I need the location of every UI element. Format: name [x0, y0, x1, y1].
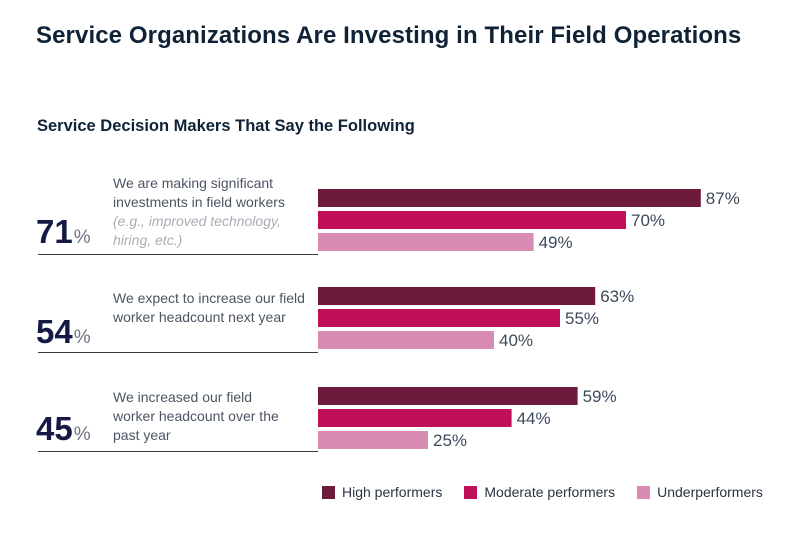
statement-text: We are making significant investments in… [113, 175, 285, 210]
statement-2: We expect to increase our field worker h… [113, 289, 308, 327]
legend-item-high: High performers [322, 484, 442, 500]
row-divider [38, 352, 318, 353]
bar-value-label: 55% [565, 309, 599, 328]
chart-title: Service Organizations Are Investing in T… [36, 22, 742, 49]
bar-high-1 [318, 189, 701, 207]
chart-legend: High performers Moderate performers Unde… [322, 484, 785, 500]
bar-value-label: 25% [433, 431, 467, 450]
overall-value: 45 [36, 410, 73, 447]
bar-moderate-3 [318, 409, 512, 427]
bar-under-2 [318, 331, 494, 349]
bar-value-label: 87% [706, 189, 740, 208]
statement-text: We increased our field worker headcount … [113, 389, 279, 443]
legend-label: Underperformers [657, 484, 763, 500]
overall-percent-2: 54% [36, 315, 91, 348]
percent-sign: % [73, 327, 91, 348]
statement-3: We increased our field worker headcount … [113, 388, 288, 445]
legend-label: Moderate performers [484, 484, 616, 500]
overall-percent-3: 45% [36, 412, 91, 445]
legend-swatch-moderate [464, 485, 478, 499]
bar-value-label: 59% [583, 387, 617, 406]
percent-sign: % [73, 424, 91, 445]
overall-percent-1: 71% [36, 215, 91, 248]
bar-value-label: 49% [539, 233, 573, 252]
row-divider [38, 254, 318, 255]
legend-label: High performers [342, 484, 443, 500]
chart-subtitle: Service Decision Makers That Say the Fol… [37, 117, 415, 135]
bar-value-label: 63% [600, 287, 634, 306]
legend-item-under: Underperformers [637, 484, 763, 500]
bar-value-label: 44% [517, 409, 551, 428]
statement-note: (e.g., improved technology, hiring, etc.… [113, 213, 281, 248]
row-divider [38, 451, 318, 452]
statement-1: We are making significant investments in… [113, 174, 313, 250]
bar-value-label: 70% [631, 211, 665, 230]
bar-value-label: 40% [499, 331, 533, 350]
bar-high-2 [318, 287, 596, 305]
bar-under-3 [318, 431, 428, 449]
legend-swatch-under [637, 485, 651, 499]
bar-moderate-2 [318, 309, 560, 327]
percent-sign: % [73, 227, 91, 248]
legend-item-moderate: Moderate performers [464, 484, 615, 500]
statement-text: We expect to increase our field worker h… [113, 290, 305, 325]
overall-value: 54 [36, 313, 73, 350]
overall-value: 71 [36, 213, 73, 250]
legend-swatch-high [322, 485, 335, 499]
bar-under-1 [318, 233, 534, 251]
bar-moderate-1 [318, 211, 626, 229]
bar-high-3 [318, 387, 578, 405]
